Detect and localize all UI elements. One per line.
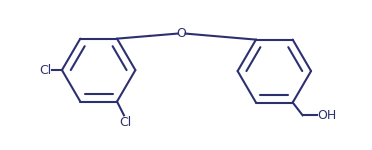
Text: Cl: Cl bbox=[39, 64, 51, 77]
Text: O: O bbox=[177, 27, 186, 40]
Text: OH: OH bbox=[318, 109, 337, 122]
Text: Cl: Cl bbox=[119, 116, 131, 129]
